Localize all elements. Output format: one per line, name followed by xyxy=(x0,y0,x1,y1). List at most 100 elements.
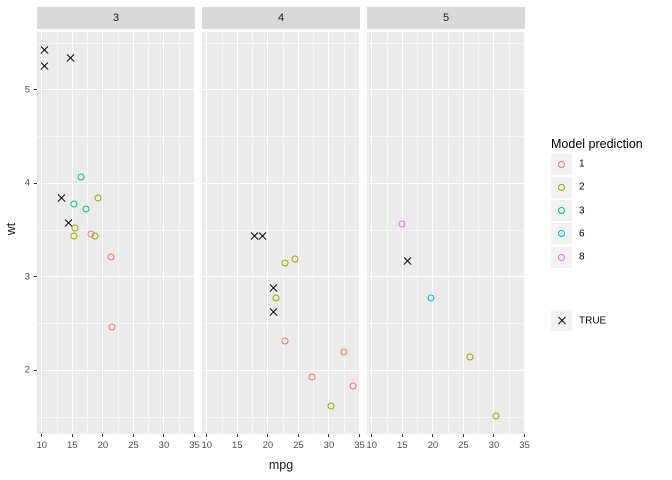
gridline-major xyxy=(37,182,195,184)
gridline-minor xyxy=(202,229,360,231)
gridline-minor xyxy=(282,32,284,434)
facet-strip-label: 3 xyxy=(112,12,120,24)
legend-circle-icon xyxy=(558,183,565,191)
data-point xyxy=(258,231,267,240)
plot-panel xyxy=(367,32,525,434)
data-point xyxy=(91,232,99,240)
data-point xyxy=(466,353,474,361)
x-tick-label: 35 xyxy=(189,440,200,451)
gridline-major xyxy=(267,32,269,434)
y-tick-label: 3 xyxy=(24,271,30,283)
gridline-minor xyxy=(202,416,360,418)
legend-circle-icon xyxy=(558,230,565,238)
facet-strip: 5 xyxy=(367,7,525,29)
data-point xyxy=(71,224,79,232)
data-point xyxy=(40,62,49,71)
gridline-minor xyxy=(478,32,480,434)
x-tick-label: 25 xyxy=(458,440,469,451)
legend-x-icon xyxy=(557,316,566,325)
gridline-minor xyxy=(37,229,195,231)
gridline-minor xyxy=(367,229,525,231)
legend-key xyxy=(551,176,572,198)
y-tick-label: 2 xyxy=(24,364,30,376)
gridline-minor xyxy=(386,32,388,434)
x-tick-label: 15 xyxy=(67,440,78,451)
gridline-minor xyxy=(37,416,195,418)
data-point xyxy=(398,220,406,228)
gridline-major xyxy=(371,32,373,434)
data-point xyxy=(269,284,278,293)
x-axis-tick xyxy=(297,434,299,437)
x-tick-label: 10 xyxy=(201,440,213,451)
gridline-major xyxy=(37,369,195,371)
data-point xyxy=(272,294,280,301)
legend-label: 1 xyxy=(579,158,585,170)
x-tick-label: 20 xyxy=(262,440,274,451)
gridline-major xyxy=(163,32,165,434)
x-tick-label: 15 xyxy=(397,440,408,451)
gridline-major xyxy=(132,32,134,434)
gridline-major xyxy=(462,32,464,434)
gridline-major xyxy=(37,89,195,91)
legend-label: TRUE xyxy=(579,315,607,326)
x-tick-label: 25 xyxy=(293,440,304,451)
data-point xyxy=(349,382,357,390)
gridline-major xyxy=(236,32,238,434)
gridline-major xyxy=(401,32,403,434)
gridline-major xyxy=(367,276,525,278)
x-axis-tick xyxy=(102,434,104,437)
gridline-minor xyxy=(367,323,525,325)
legend-label: 2 xyxy=(579,181,585,193)
x-tick-label: 30 xyxy=(488,440,500,451)
data-point xyxy=(82,205,90,213)
legend-label: 8 xyxy=(579,251,585,263)
x-tick-label: 30 xyxy=(323,440,335,451)
x-tick-label: 10 xyxy=(36,440,48,451)
legend-circle-icon xyxy=(558,253,565,261)
gridline-major xyxy=(102,32,104,434)
legend-key xyxy=(551,153,572,175)
data-point xyxy=(40,46,49,55)
gridline-major xyxy=(493,32,495,434)
gridline-major xyxy=(367,89,525,91)
facet-strip-label: 5 xyxy=(442,12,450,24)
x-tick-label: 30 xyxy=(158,440,170,451)
gridline-major xyxy=(206,32,208,434)
gridline-major xyxy=(41,32,43,434)
gridline-minor xyxy=(367,136,525,138)
gridline-major xyxy=(194,32,195,434)
x-tick-label: 15 xyxy=(232,440,243,451)
gridline-minor xyxy=(202,42,360,44)
data-point xyxy=(66,53,75,62)
legend-circle-icon xyxy=(558,160,565,168)
x-axis-tick xyxy=(194,434,195,437)
gridline-minor xyxy=(343,32,345,434)
facet-strip: 3 xyxy=(37,7,195,29)
data-point xyxy=(107,253,115,261)
data-point xyxy=(308,373,316,380)
gridline-minor xyxy=(87,32,89,434)
x-axis-tick xyxy=(41,434,43,437)
y-axis-tick xyxy=(34,89,37,91)
gridline-minor xyxy=(417,32,419,434)
gridline-major xyxy=(37,276,195,278)
gridline-minor xyxy=(37,323,195,325)
x-tick-label: 25 xyxy=(128,440,139,451)
gridline-major xyxy=(202,369,360,371)
legend-label: 3 xyxy=(579,205,585,217)
x-axis-tick xyxy=(132,434,134,437)
x-axis-tick xyxy=(401,434,403,437)
legend-key xyxy=(551,223,572,245)
gridline-minor xyxy=(221,32,223,434)
gridline-major xyxy=(359,32,360,434)
gridline-minor xyxy=(313,32,315,434)
y-axis-title: wt xyxy=(4,222,18,236)
data-point xyxy=(94,194,102,202)
x-axis-tick xyxy=(236,434,238,437)
y-tick-label: 5 xyxy=(24,84,30,96)
gridline-major xyxy=(367,182,525,184)
gridline-major xyxy=(367,369,525,371)
data-point xyxy=(108,323,116,331)
gridline-minor xyxy=(148,32,150,434)
